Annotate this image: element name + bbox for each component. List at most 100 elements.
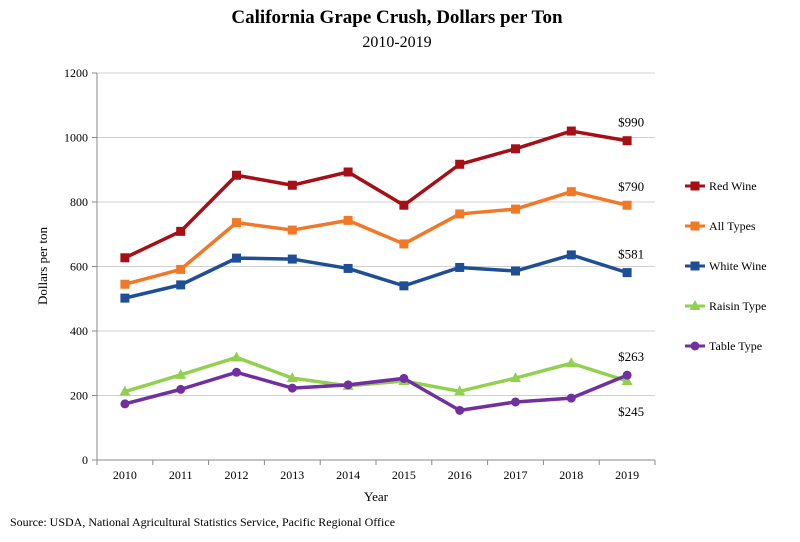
series-red-wine <box>120 126 632 263</box>
x-tick-label: 2010 <box>113 468 137 482</box>
data-point-all-types <box>232 218 241 228</box>
data-point-white-wine <box>120 293 130 303</box>
data-point-all-types <box>176 264 186 274</box>
x-tick-label: 2011 <box>169 468 193 482</box>
chart-subtitle: 2010-2019 <box>362 34 431 51</box>
data-point-raisin-type <box>621 374 633 385</box>
series-line-white-wine <box>124 253 628 300</box>
data-point-all-types <box>622 200 632 210</box>
legend: Red Wine All Types White Wine Raisin Type Ta… <box>685 179 767 353</box>
annotation-label: $790 <box>618 179 644 194</box>
y-tick-label: 200 <box>70 389 88 403</box>
y-tick-label: 800 <box>70 195 88 209</box>
data-point-all-types <box>455 209 465 219</box>
data-point-red-wine <box>120 253 130 263</box>
data-point-all-types <box>343 215 353 225</box>
data-point-raisin-type <box>565 357 577 368</box>
data-point-red-wine <box>343 167 353 177</box>
data-point-table-type <box>511 397 520 407</box>
data-point-white-wine <box>232 253 241 263</box>
chart-title: California Grape Crush, Dollars per Ton <box>231 7 563 28</box>
legend-label: All Types <box>709 219 756 233</box>
data-point-table-type <box>455 405 465 415</box>
data-point-raisin-type <box>454 385 466 396</box>
data-point-white-wine <box>399 281 409 291</box>
y-tick-label: 1000 <box>64 131 88 145</box>
x-tick-label: 2019 <box>615 468 639 482</box>
legend-item-white-wine: White Wine <box>685 259 767 273</box>
data-point-table-type <box>399 373 409 383</box>
legend-item-red-wine: Red Wine <box>685 179 757 193</box>
legend-swatch-marker <box>690 181 700 191</box>
legend-swatch-marker <box>690 261 700 271</box>
series-raisin-type <box>119 351 633 396</box>
series-line-table-type <box>124 370 628 413</box>
legend-label: Raisin Type <box>709 299 766 313</box>
series-line-all-types <box>124 189 628 286</box>
data-point-raisin-type <box>175 368 187 379</box>
annotation-label: $245 <box>618 404 644 419</box>
data-point-white-wine <box>287 254 297 264</box>
legend-swatch-marker <box>690 221 700 231</box>
x-tick-label: 2017 <box>504 468 528 482</box>
y-tick-label: 400 <box>70 324 88 338</box>
x-tick-label: 2014 <box>336 468 360 482</box>
legend-label: Table Type <box>709 339 762 353</box>
data-point-all-types <box>287 225 297 235</box>
legend-swatch-marker <box>689 300 701 310</box>
data-point-white-wine <box>566 250 576 260</box>
x-tick-label: 2016 <box>448 468 472 482</box>
source-note: Source: USDA, National Agricultural Stat… <box>10 515 395 529</box>
data-point-white-wine <box>455 262 465 272</box>
annotations: $990 $790 $581 $263 $245 <box>618 115 644 419</box>
data-point-white-wine <box>343 263 353 273</box>
data-point-table-type <box>120 399 130 409</box>
data-point-raisin-type <box>119 385 131 396</box>
series-white-wine <box>120 250 632 303</box>
x-tick-label: 2015 <box>392 468 416 482</box>
annotation-label: $263 <box>618 349 644 364</box>
y-tick-label: 1200 <box>64 66 88 80</box>
data-point-raisin-type <box>231 351 242 362</box>
data-point-white-wine <box>622 268 632 278</box>
data-point-table-type <box>622 370 632 380</box>
data-point-red-wine <box>176 226 186 236</box>
legend-item-all-types: All Types <box>685 219 756 233</box>
data-point-table-type <box>566 393 576 403</box>
series-line-raisin-type <box>124 355 628 394</box>
data-point-red-wine <box>232 170 241 180</box>
legend-swatch-marker <box>690 341 700 351</box>
data-point-table-type <box>232 367 241 377</box>
data-point-all-types <box>566 187 576 197</box>
legend-item-raisin-type: Raisin Type <box>685 299 766 313</box>
x-tick-label: 2013 <box>280 468 304 482</box>
data-point-red-wine <box>455 159 465 169</box>
y-tick-label: 600 <box>70 260 88 274</box>
data-point-table-type <box>343 380 353 390</box>
series-table-type <box>120 367 632 415</box>
y-tick-label: 0 <box>82 453 88 467</box>
series-line-red-wine <box>124 129 628 260</box>
data-point-all-types <box>399 239 409 249</box>
legend-item-table-type: Table Type <box>685 339 762 353</box>
y-axis-label: Dollars per ton <box>35 227 50 305</box>
data-point-table-type <box>287 383 297 393</box>
data-point-red-wine <box>622 136 632 146</box>
data-point-red-wine <box>511 144 520 154</box>
annotation-label: $990 <box>618 115 644 130</box>
x-tick-label: 2012 <box>225 468 249 482</box>
data-point-white-wine <box>176 280 186 290</box>
x-tick-label: 2018 <box>559 468 583 482</box>
data-point-table-type <box>176 384 186 394</box>
legend-label: Red Wine <box>709 179 757 193</box>
series-all-types <box>120 187 632 289</box>
data-point-raisin-type <box>510 372 521 383</box>
x-axis-label: Year <box>364 489 389 504</box>
x-axis-ticks: 2010 2011 2012 2013 2014 2015 2016 2017 2018 2019 <box>96 460 656 482</box>
data-point-raisin-type <box>286 372 298 383</box>
data-point-all-types <box>120 279 130 289</box>
grid-lines <box>96 72 655 461</box>
legend-label: White Wine <box>709 259 767 273</box>
